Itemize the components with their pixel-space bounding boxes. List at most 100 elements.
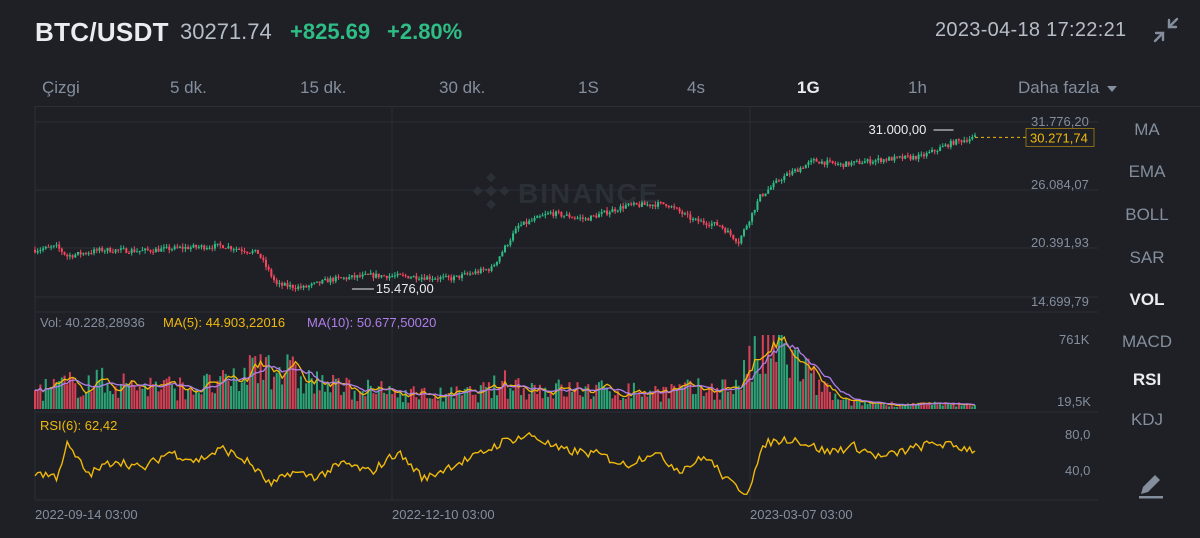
- candle-body: [697, 218, 700, 222]
- volume-bar: [372, 393, 375, 409]
- candle-body: [640, 202, 643, 207]
- volume-bar: [66, 384, 69, 409]
- candle-body: [47, 246, 50, 248]
- candle-body: [318, 281, 321, 284]
- candle-body: [267, 266, 270, 270]
- candle-body: [332, 277, 335, 282]
- indicator-ma[interactable]: MA: [1134, 120, 1160, 139]
- candle-body: [240, 249, 243, 252]
- volume-bar: [324, 391, 327, 409]
- candle-body: [173, 246, 176, 250]
- volume-bar: [235, 380, 238, 409]
- candle-body: [928, 151, 931, 154]
- volume-bar: [396, 397, 399, 409]
- volume-bar: [423, 387, 426, 409]
- volume-bar: [842, 399, 845, 409]
- volume-bar: [710, 383, 713, 409]
- volume-bar: [117, 397, 120, 409]
- candle-body: [799, 167, 802, 172]
- volume-ma10-label: MA(10): 50.677,50020: [307, 315, 436, 330]
- candle-body: [420, 277, 423, 280]
- volume-bar: [243, 367, 246, 409]
- volume-bar: [944, 402, 947, 409]
- candle-body: [751, 212, 754, 222]
- volume-bar: [106, 382, 109, 409]
- candle-body: [767, 189, 770, 194]
- interval-tab-15m[interactable]: 15 dk.: [300, 78, 347, 97]
- candle-body: [748, 221, 751, 226]
- candle-body: [912, 155, 915, 160]
- volume-bar: [573, 388, 576, 409]
- candle-body: [399, 273, 402, 275]
- interval-tab-30m[interactable]: 30 dk.: [439, 78, 486, 97]
- candle-body: [160, 248, 163, 252]
- candle-body: [705, 223, 708, 226]
- pair-symbol[interactable]: BTC/USDT: [35, 17, 169, 47]
- candle-body: [383, 275, 386, 277]
- collapse-arrows-icon[interactable]: [1152, 16, 1180, 44]
- candle-body: [939, 147, 942, 151]
- interval-tab-5m[interactable]: 5 dk.: [170, 78, 207, 97]
- volume-bar: [109, 391, 112, 409]
- candle-body: [802, 167, 805, 169]
- volume-bar: [404, 390, 407, 409]
- indicator-ema[interactable]: EMA: [1128, 162, 1166, 181]
- interval-tab-1w[interactable]: 1h: [908, 78, 927, 97]
- volume-bar: [152, 383, 155, 409]
- interval-tab-line[interactable]: Çizgi: [42, 78, 80, 97]
- candle-body: [885, 159, 888, 161]
- candle-body: [890, 157, 893, 161]
- volume-bar: [823, 381, 826, 409]
- candle-body: [227, 246, 230, 249]
- volume-bar: [847, 398, 850, 409]
- volume-bar: [275, 372, 278, 409]
- more-intervals-dropdown[interactable]: Daha fazla: [1018, 78, 1118, 98]
- volume-bar: [906, 403, 909, 409]
- candle-body: [882, 159, 885, 162]
- price-axis-label: 31.776,20: [1031, 114, 1089, 129]
- volume-bar: [388, 386, 391, 409]
- volume-bar: [608, 391, 611, 409]
- candle-body: [764, 193, 767, 196]
- volume-bar: [98, 381, 101, 409]
- indicator-sar[interactable]: SAR: [1129, 248, 1165, 267]
- candle-body: [807, 162, 810, 165]
- indicator-kdj[interactable]: KDJ: [1130, 410, 1164, 429]
- candle-body: [775, 180, 778, 183]
- indicator-vol[interactable]: VOL: [1129, 290, 1165, 309]
- pencil-edit-icon[interactable]: [1135, 470, 1167, 502]
- volume-bar: [315, 371, 319, 409]
- volume-bar: [917, 402, 920, 409]
- volume-bar: [122, 373, 125, 409]
- candle-body: [235, 248, 238, 250]
- candle-body: [837, 163, 840, 165]
- volume-bar: [273, 376, 276, 409]
- candle-body: [576, 217, 579, 219]
- indicator-macd[interactable]: MACD: [1121, 332, 1173, 351]
- candle-body: [117, 249, 120, 251]
- candle-body: [726, 230, 729, 233]
- candle-body: [157, 248, 160, 252]
- interval-tab-4h[interactable]: 4s: [687, 78, 705, 97]
- volume-bar: [426, 398, 429, 409]
- candle-body: [130, 249, 133, 254]
- volume-bar: [125, 382, 128, 409]
- candle-body: [756, 201, 759, 210]
- candle-body: [498, 256, 501, 262]
- candle-body: [788, 173, 791, 175]
- volume-bar: [734, 379, 737, 409]
- volume-bar: [630, 398, 633, 409]
- candle-body: [968, 139, 971, 142]
- volume-bar: [111, 394, 114, 409]
- volume-bar: [777, 335, 780, 409]
- volume-bar: [882, 403, 885, 409]
- interval-tab-1h[interactable]: 1S: [578, 78, 599, 97]
- volume-bar: [130, 380, 133, 409]
- candle-body: [146, 248, 149, 251]
- indicator-rsi[interactable]: RSI: [1132, 370, 1162, 389]
- candlestick-chart[interactable]: BINANCE 31.776,20 26.084,07 20.391,93 14.69…: [0, 0, 1100, 538]
- interval-tab-1d[interactable]: 1G: [797, 78, 820, 97]
- volume-bar: [651, 393, 654, 409]
- indicator-boll[interactable]: BOLL: [1125, 205, 1169, 224]
- volume-bar: [39, 384, 42, 409]
